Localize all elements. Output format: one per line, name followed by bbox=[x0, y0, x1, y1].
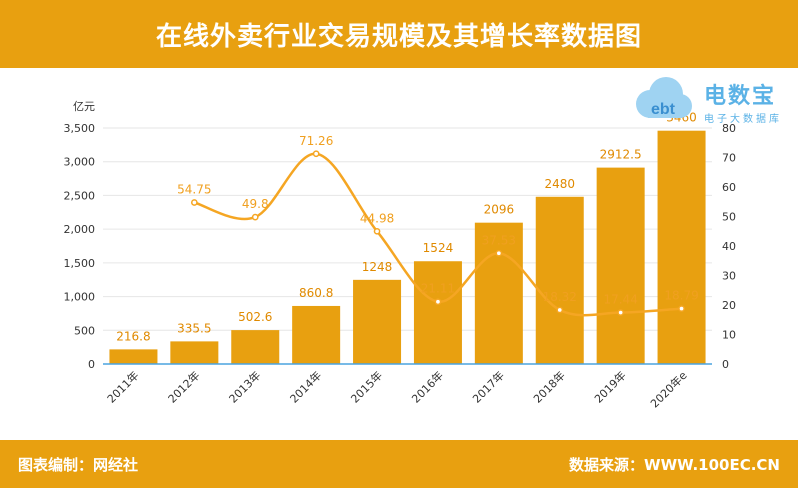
growth-rate-point bbox=[312, 150, 320, 158]
bar-value-label: 1524 bbox=[423, 241, 454, 255]
growth-rate-point bbox=[556, 306, 564, 314]
growth-rate-point bbox=[191, 199, 198, 206]
growth-rate-point bbox=[678, 305, 685, 312]
bar bbox=[596, 167, 645, 364]
x-tick-label: 2014年 bbox=[287, 368, 324, 405]
y-tick-label: 500 bbox=[74, 324, 95, 337]
growth-rate-label: 21.11 bbox=[421, 282, 455, 296]
footer-bar: 图表编制：网经社 数据来源：WWW.100EC.CN bbox=[0, 440, 798, 488]
y-axis-unit: 亿元 bbox=[73, 100, 95, 113]
x-tick-label: 2020年e bbox=[647, 368, 689, 410]
y-tick-label: 0 bbox=[88, 358, 95, 371]
bar-value-label: 1248 bbox=[362, 260, 393, 274]
growth-rate-point bbox=[434, 298, 442, 306]
bar bbox=[170, 341, 219, 364]
growth-rate-point bbox=[373, 227, 381, 235]
growth-rate-label: 49.8 bbox=[242, 197, 269, 211]
growth-rate-label: 18.79 bbox=[664, 289, 698, 303]
logo: ebt 电数宝 电子大数据库 bbox=[630, 74, 792, 130]
bar-value-label: 2096 bbox=[484, 203, 515, 217]
x-tick-label: 2012年 bbox=[165, 368, 202, 405]
cloud-logo-icon: ebt bbox=[636, 77, 692, 118]
y2-tick-label: 40 bbox=[722, 240, 736, 253]
x-tick-label: 2016年 bbox=[409, 368, 446, 405]
footer-source: 数据来源：WWW.100EC.CN bbox=[569, 456, 780, 474]
y2-tick-label: 70 bbox=[722, 152, 736, 165]
bar bbox=[413, 261, 462, 364]
bar-value-label: 502.6 bbox=[238, 310, 272, 324]
x-tick-label: 2019年 bbox=[591, 368, 628, 405]
growth-rate-point bbox=[251, 213, 259, 221]
x-tick-label: 2015年 bbox=[348, 368, 385, 405]
bar bbox=[109, 349, 158, 364]
bar-value-label: 335.5 bbox=[177, 321, 211, 335]
bar-value-label: 216.8 bbox=[116, 329, 150, 343]
y-tick-label: 1,500 bbox=[64, 257, 96, 270]
y-tick-label: 1,000 bbox=[64, 291, 96, 304]
logo-mark: ebt bbox=[651, 101, 676, 118]
y2-tick-label: 80 bbox=[722, 122, 736, 135]
growth-rate-label: 37.53 bbox=[482, 233, 516, 247]
growth-rate-point bbox=[617, 309, 625, 316]
bar bbox=[657, 130, 706, 364]
y2-tick-label: 60 bbox=[722, 181, 736, 194]
x-tick-label: 2017年 bbox=[469, 368, 506, 405]
bar-value-label: 2480 bbox=[544, 177, 575, 191]
growth-rate-label: 17.44 bbox=[603, 293, 637, 307]
bar bbox=[231, 330, 280, 364]
growth-rate-label: 71.26 bbox=[299, 134, 333, 148]
y2-tick-label: 30 bbox=[722, 270, 736, 283]
bar-value-label: 860.8 bbox=[299, 286, 333, 300]
growth-rate-line bbox=[193, 152, 682, 317]
y-tick-label: 2,500 bbox=[64, 189, 96, 202]
bar bbox=[292, 305, 341, 364]
growth-rate-label: 54.75 bbox=[177, 182, 211, 196]
growth-rate-label: 44.98 bbox=[360, 211, 394, 225]
logo-brand: 电数宝 bbox=[704, 84, 777, 109]
bar-value-label: 2912.5 bbox=[600, 148, 642, 162]
growth-rate-point bbox=[495, 249, 503, 257]
bar bbox=[474, 222, 523, 364]
footer-editor: 图表编制：网经社 bbox=[18, 456, 139, 474]
bar bbox=[535, 196, 584, 364]
y2-tick-label: 20 bbox=[722, 299, 736, 312]
title-bar: 在线外卖行业交易规模及其增长率数据图 bbox=[0, 0, 798, 68]
y2-tick-label: 50 bbox=[722, 211, 736, 224]
y-tick-label: 3,000 bbox=[64, 156, 96, 169]
x-tick-label: 2018年 bbox=[530, 368, 567, 405]
x-tick-label: 2013年 bbox=[226, 368, 263, 405]
growth-rate-label: 18.32 bbox=[543, 290, 577, 304]
logo-subtitle: 电子大数据库 bbox=[704, 114, 782, 125]
y2-tick-label: 0 bbox=[722, 358, 729, 371]
y-tick-label: 3,500 bbox=[64, 122, 96, 135]
x-tick-label: 2011年 bbox=[104, 368, 141, 405]
y2-tick-label: 10 bbox=[722, 329, 736, 342]
bar bbox=[353, 279, 402, 364]
chart-title: 在线外卖行业交易规模及其增长率数据图 bbox=[155, 21, 642, 52]
y-tick-label: 2,000 bbox=[64, 223, 96, 236]
